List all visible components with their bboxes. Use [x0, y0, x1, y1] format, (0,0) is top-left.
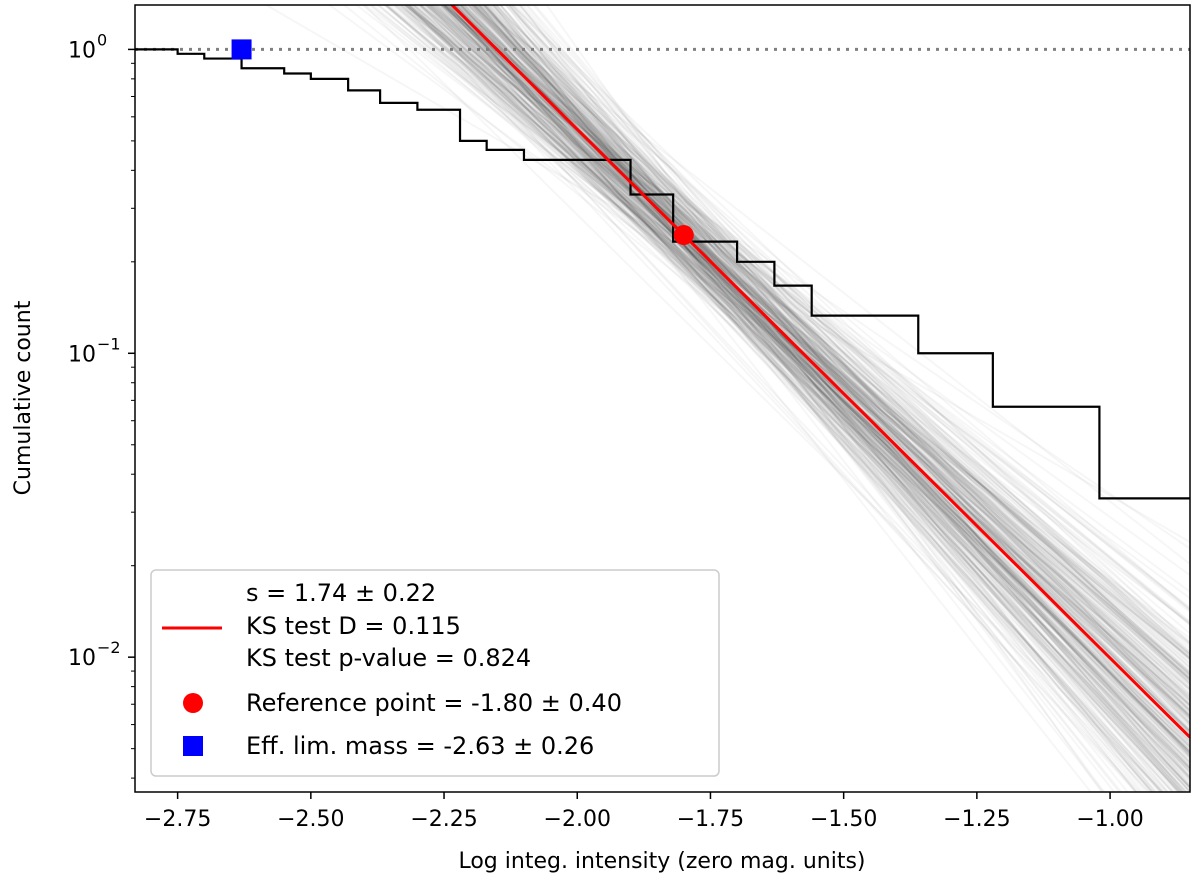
y-axis-label: Cumulative count	[11, 300, 36, 495]
empirical-step-line	[135, 48, 1190, 500]
x-axis-ticks: −2.75 −2.50 −2.25 −2.00 −1.75 −1.50 −1.25 −1.00	[144, 792, 1144, 832]
reference-point-marker	[673, 225, 694, 246]
fit-line	[449, 5, 1190, 739]
x-tick-label: −2.25	[410, 807, 477, 832]
x-axis-label: Log integ. intensity (zero mag. units)	[458, 849, 865, 874]
x-tick-label: −1.50	[810, 807, 877, 832]
legend-reference-point-text: Reference point = -1.80 ± 0.40	[246, 689, 622, 717]
legend-reference-point-marker	[183, 693, 203, 713]
x-tick-label: −2.75	[144, 807, 211, 832]
y-tick-exponent: −1	[97, 334, 121, 353]
plot-frame	[134, 4, 1191, 793]
legend-ks-d-text: KS test D = 0.115	[246, 612, 461, 640]
y-tick-exponent: −2	[97, 638, 121, 657]
y-tick-label: 10	[68, 342, 96, 367]
chart-marks	[135, 5, 1190, 739]
x-tick-label: −1.25	[943, 807, 1010, 832]
x-tick-label: −1.75	[677, 807, 744, 832]
x-tick-label: −2.50	[277, 807, 344, 832]
legend-ks-p-text: KS test p-value = 0.824	[246, 644, 531, 672]
legend-eff-lim-mass-text: Eff. lim. mass = -2.63 ± 0.26	[246, 732, 594, 760]
legend-eff-lim-mass-marker	[183, 736, 203, 756]
y-tick-label: 10	[68, 38, 96, 63]
eff-lim-mass-marker	[231, 39, 252, 60]
legend-box	[150, 569, 720, 777]
x-tick-label: −1.00	[1076, 807, 1143, 832]
x-tick-label: −2.00	[544, 807, 611, 832]
legend-slope-text: s = 1.74 ± 0.22	[246, 579, 436, 607]
y-tick-label: 10	[68, 646, 96, 671]
legend: s = 1.74 ± 0.22 KS test D = 0.115 KS tes…	[150, 569, 720, 777]
y-tick-exponent: 0	[97, 30, 107, 49]
